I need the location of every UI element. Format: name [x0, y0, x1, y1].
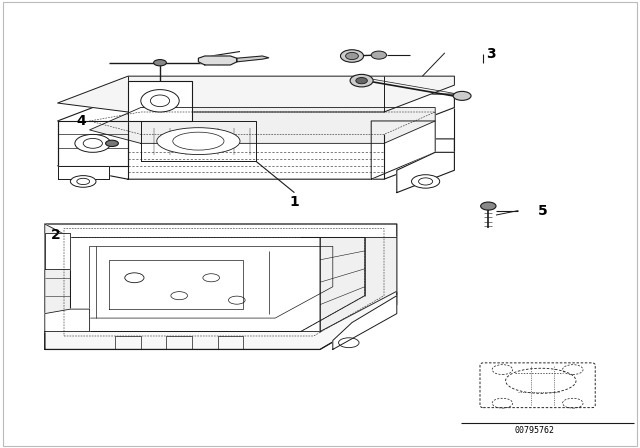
Ellipse shape	[481, 202, 496, 210]
Polygon shape	[141, 121, 256, 161]
Text: 2: 2	[51, 228, 61, 242]
Text: 00795762: 00795762	[515, 426, 554, 435]
Polygon shape	[45, 224, 397, 349]
Ellipse shape	[106, 140, 118, 146]
Polygon shape	[58, 76, 454, 112]
Polygon shape	[333, 296, 397, 349]
Ellipse shape	[371, 51, 387, 59]
Ellipse shape	[453, 91, 471, 100]
Polygon shape	[128, 81, 192, 121]
Text: 3: 3	[486, 47, 496, 61]
Polygon shape	[90, 108, 435, 143]
Polygon shape	[58, 121, 128, 166]
Polygon shape	[45, 224, 70, 332]
Polygon shape	[45, 309, 90, 332]
Ellipse shape	[412, 175, 440, 188]
Polygon shape	[58, 139, 454, 179]
Polygon shape	[371, 121, 435, 179]
Polygon shape	[198, 56, 237, 65]
Polygon shape	[397, 152, 454, 193]
Text: 5: 5	[538, 203, 547, 218]
Ellipse shape	[75, 134, 111, 152]
Polygon shape	[301, 237, 397, 332]
Polygon shape	[58, 166, 109, 179]
Ellipse shape	[356, 78, 367, 84]
Ellipse shape	[350, 74, 373, 87]
Ellipse shape	[346, 52, 358, 60]
Polygon shape	[45, 233, 70, 269]
Text: 1: 1	[289, 195, 300, 209]
Ellipse shape	[154, 60, 166, 66]
Ellipse shape	[141, 90, 179, 112]
Ellipse shape	[340, 50, 364, 62]
Ellipse shape	[157, 128, 240, 155]
Ellipse shape	[70, 176, 96, 187]
Polygon shape	[58, 94, 454, 134]
Polygon shape	[45, 291, 397, 349]
Polygon shape	[237, 56, 269, 62]
Text: 4: 4	[77, 114, 86, 128]
